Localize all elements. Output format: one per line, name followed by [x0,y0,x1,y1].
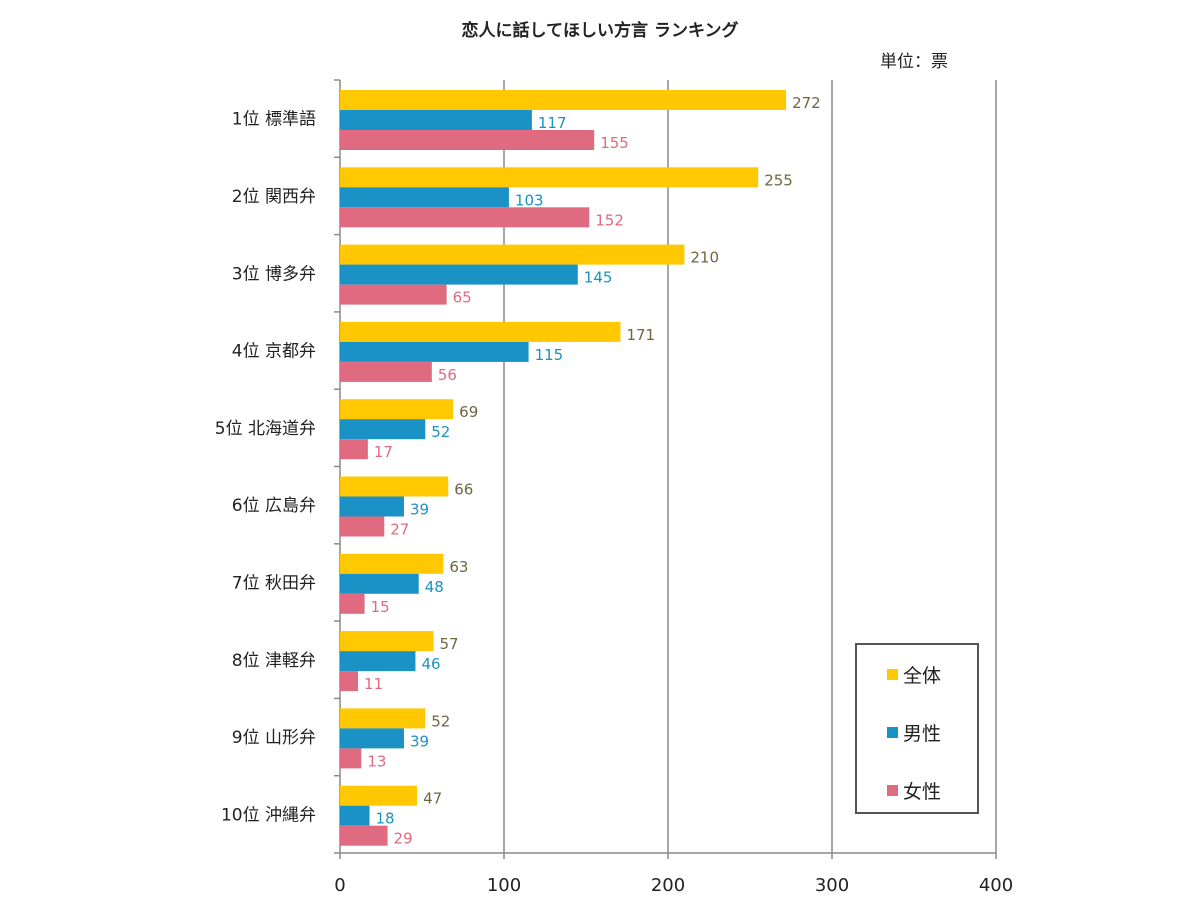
bar-male [340,419,426,440]
legend-label: 男性 [903,723,942,745]
bar-male [340,187,509,208]
data-label: 272 [792,94,821,112]
data-label: 52 [431,423,450,441]
data-label: 13 [367,752,386,770]
bar-all [340,708,426,729]
bar-female [340,671,359,692]
data-label: 145 [584,269,613,287]
data-label: 48 [425,578,444,596]
bar-female [340,130,595,150]
data-label: 29 [394,830,413,848]
bar-all [340,321,621,342]
legend-item-male: 男性 [887,719,941,746]
data-label: 63 [449,558,468,576]
data-label: 47 [423,790,442,808]
category-label: 6位 広島弁 [232,496,316,516]
data-label: 255 [764,171,793,189]
bar-male [340,110,532,130]
bar-male [340,264,578,285]
bar-all [340,553,444,574]
category-label: 9位 山形弁 [232,728,316,748]
category-label: 10位 沖縄弁 [221,805,316,825]
data-label: 27 [390,521,409,539]
data-label: 117 [538,114,567,132]
bar-female [340,284,447,305]
bar-female [340,593,365,614]
unit-label: 単位：票 [880,52,948,72]
data-label: 155 [600,134,629,152]
bar-male [340,573,419,594]
bar-female [340,748,362,769]
bar-female [340,439,368,460]
chart-title: 恋人に話してほしい方言 ランキング [461,21,739,41]
data-label: 57 [439,635,458,653]
legend-item-all: 全体 [887,661,941,688]
data-label: 39 [410,501,429,519]
legend-swatch [887,785,898,796]
bar-female [340,207,590,228]
data-label: 171 [626,326,655,344]
data-label: 17 [374,443,393,461]
category-label: 5位 北海道弁 [215,419,316,439]
category-label: 3位 博多弁 [232,264,316,284]
data-label: 39 [410,732,429,750]
bar-all [340,90,787,110]
data-label: 152 [595,211,624,229]
data-label: 18 [376,810,395,828]
bar-male [340,341,529,362]
bar-all [340,244,685,265]
data-label: 46 [421,655,440,673]
x-tick-label: 100 [487,875,521,896]
bar-all [340,631,434,652]
legend-item-female: 女性 [887,777,941,804]
data-label: 11 [364,675,383,693]
x-tick-label: 200 [651,875,685,896]
data-label: 56 [438,366,457,384]
bar-all [340,167,759,188]
legend: 全体 男性 女性 [855,643,979,814]
x-tick-label: 0 [334,875,345,896]
category-label: 7位 秋田弁 [232,573,316,593]
bar-all [340,476,449,497]
bar-male [340,805,370,826]
data-label: 69 [459,403,478,421]
data-label: 15 [371,598,390,616]
bar-male [340,496,404,517]
bar-all [340,399,454,420]
bar-male [340,728,404,749]
data-label: 115 [535,346,564,364]
data-label: 65 [453,289,472,307]
bar-all [340,785,418,806]
data-label: 210 [690,249,719,267]
data-label: 52 [431,712,450,730]
legend-swatch [887,669,898,680]
legend-label: 女性 [903,781,942,803]
category-label: 1位 標準語 [232,110,316,130]
bar-female [340,516,385,537]
bar-female [340,361,432,382]
legend-swatch [887,727,898,738]
data-label: 103 [515,191,544,209]
category-label: 4位 京都弁 [232,342,316,362]
legend-label: 全体 [903,665,942,687]
x-tick-label: 400 [979,875,1013,896]
category-label: 8位 津軽弁 [232,651,316,671]
bar-male [340,651,416,672]
bar-female [340,825,388,846]
x-tick-label: 300 [815,875,849,896]
category-label: 2位 関西弁 [232,187,316,207]
data-label: 66 [454,481,473,499]
